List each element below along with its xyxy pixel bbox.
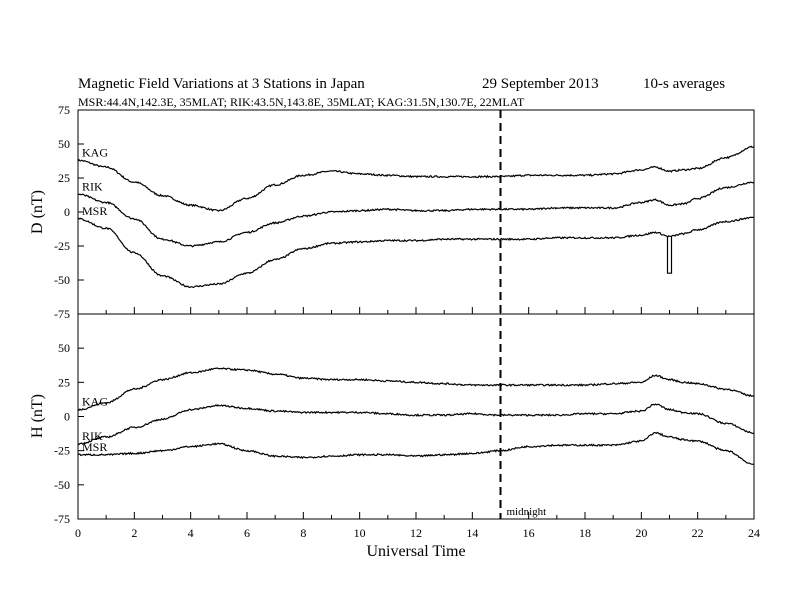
d-series-msr [77, 216, 755, 289]
xtick-label: 0 [75, 526, 81, 540]
d-msr-spike [666, 236, 673, 274]
x-axis-title: Universal Time [366, 543, 465, 560]
xtick-label: 12 [410, 526, 422, 540]
h-ytick-label: -75 [54, 512, 70, 526]
d-series-label-rik: RIK [82, 179, 103, 193]
h-ytick-label: -50 [54, 478, 70, 492]
stations-subtitle: MSR:44.4N,142.3E, 35MLAT; RIK:43.5N,143.… [78, 95, 525, 109]
d-ytick-label: -50 [54, 273, 70, 287]
h-series-label-rik: RIK [82, 429, 103, 443]
midnight-label: midnight [507, 506, 547, 518]
d-series-label-msr: MSR [82, 204, 107, 218]
d-ytick-label: -25 [54, 239, 70, 253]
xtick-label: 22 [692, 526, 704, 540]
h-panel-frame [77, 313, 755, 520]
h-series-msr [77, 431, 754, 465]
d-ytick-label: 25 [58, 171, 70, 185]
chart-averaging: 10-s averages [643, 76, 725, 92]
h-ytick-label: -25 [54, 444, 70, 458]
xtick-label: 2 [131, 526, 137, 540]
xtick-label: 24 [748, 526, 760, 540]
h-series-label-kag: KAG [82, 395, 108, 409]
h-series-kag [77, 367, 754, 412]
xtick-label: 20 [635, 526, 647, 540]
d-series-rik [77, 181, 755, 248]
d-ytick-label: -75 [54, 307, 70, 321]
d-series-kag [77, 145, 755, 212]
h-ytick-label: 0 [64, 410, 70, 424]
xtick-label: 14 [466, 526, 478, 540]
d-ytick-label: 50 [58, 137, 70, 151]
xtick-label: 18 [579, 526, 591, 540]
chart-title: Magnetic Field Variations at 3 Stations … [78, 76, 365, 92]
d-series-label-kag: KAG [82, 145, 108, 159]
xtick-label: 10 [354, 526, 366, 540]
xtick-label: 8 [300, 526, 306, 540]
chart-date: 29 September 2013 [482, 76, 599, 92]
d-ytick-label: 75 [58, 103, 70, 117]
h-ylabel: H (nT) [29, 394, 46, 438]
h-series-rik [77, 403, 755, 446]
xtick-label: 16 [523, 526, 535, 540]
h-ytick-label: 50 [58, 341, 70, 355]
d-ylabel: D (nT) [29, 190, 46, 234]
d-ytick-label: 0 [64, 205, 70, 219]
xtick-label: 6 [244, 526, 250, 540]
xtick-label: 4 [188, 526, 194, 540]
h-ytick-label: 25 [58, 375, 70, 389]
h-series-label-msr: MSR [82, 440, 107, 454]
